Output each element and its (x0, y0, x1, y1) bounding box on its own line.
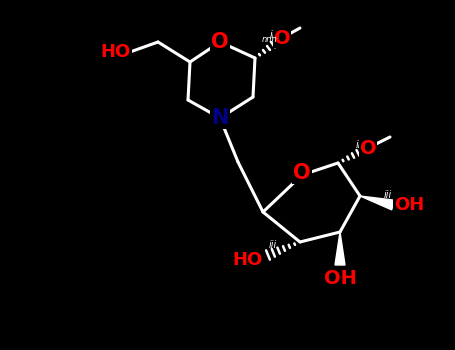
Text: O: O (293, 163, 311, 183)
Text: OH: OH (324, 270, 356, 288)
Text: iii: iii (269, 240, 277, 250)
Polygon shape (360, 196, 394, 210)
Text: iii: iii (384, 190, 392, 200)
Text: O: O (274, 28, 290, 48)
Text: O: O (360, 139, 376, 158)
Text: iii: iii (356, 140, 364, 150)
Text: nnn: nnn (262, 35, 278, 44)
Polygon shape (335, 232, 345, 265)
Text: OH: OH (394, 196, 424, 214)
Text: N: N (211, 108, 229, 128)
Text: HO: HO (101, 43, 131, 61)
Text: iii: iii (270, 30, 278, 40)
Text: O: O (211, 32, 229, 52)
Text: HO: HO (233, 251, 263, 269)
